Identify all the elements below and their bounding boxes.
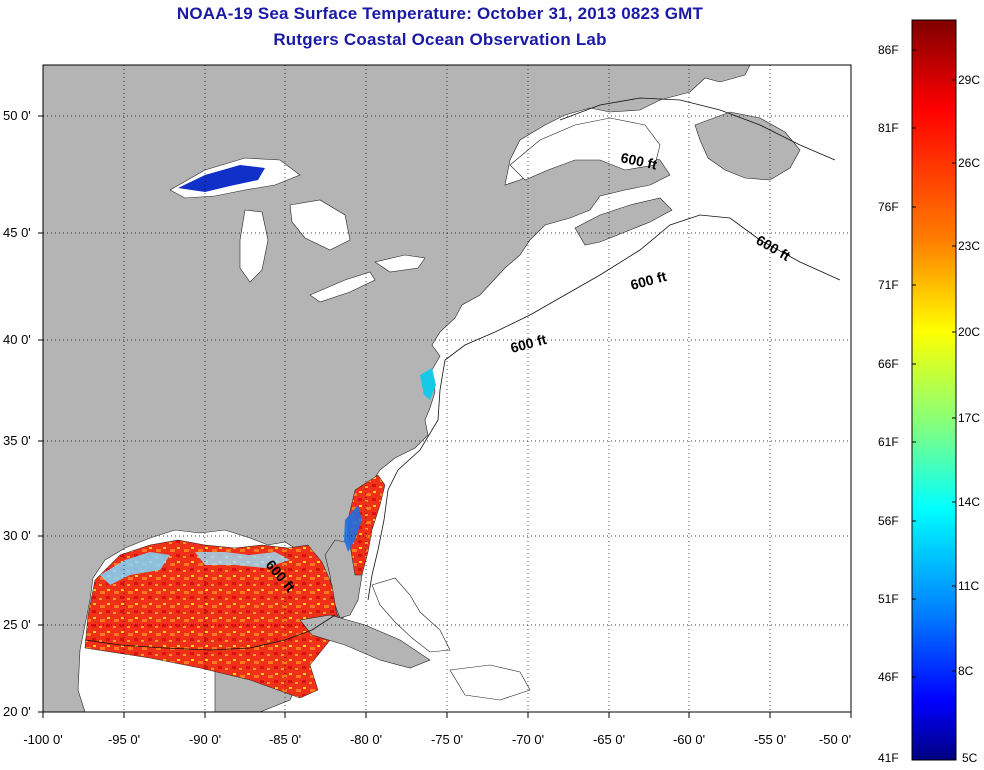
celsius-label: 14C [958,495,980,509]
lake-michigan [239,209,269,283]
sst-gulf-of-mexico [84,539,341,699]
celsius-label: 23C [958,239,980,253]
lon-label: -100 0' [23,732,62,747]
fahrenheit-label: 66F [878,357,899,371]
lon-label: -70 0' [512,732,544,747]
lon-tick-marks [42,712,852,718]
lon-label: -50 0' [819,732,851,747]
fahrenheit-label: 56F [878,514,899,528]
fahrenheit-label: 61F [878,435,899,449]
map-subtitle: Rutgers Coastal Ocean Observation Lab [273,30,607,49]
lon-label: -85 0' [269,732,301,747]
celsius-label: 20C [958,325,980,339]
fahrenheit-label: 86F [878,43,899,57]
lat-label: 35 0' [3,433,31,448]
sst-chesapeake [420,368,436,400]
depth-label-1: 600 ft [619,149,658,172]
lake-superior-sst [178,165,265,192]
land-newfoundland [694,111,801,181]
lon-label: -90 0' [189,732,221,747]
celsius-label: 17C [958,411,980,425]
fahrenheit-label: 51F [878,592,899,606]
lon-label: -55 0' [754,732,786,747]
land-north-america [43,65,751,712]
bahamas-bank [371,577,451,653]
lon-label: -75 0' [431,732,463,747]
lon-label: -80 0' [350,732,382,747]
celsius-ticks [952,79,956,672]
island-cuba [299,614,431,669]
celsius-label: 8C [958,664,974,678]
fahrenheit-label: 46F [878,670,899,684]
color-scale-bar [911,19,957,761]
lake-huron [289,199,351,251]
fahrenheit-label: 71F [878,278,899,292]
fahrenheit-label: 81F [878,121,899,135]
sst-gulf-nearshore-2 [195,552,290,568]
isobath-600ft-nw [559,97,836,161]
lat-label: 45 0' [3,225,31,240]
celsius-label: 26C [958,156,980,170]
lat-label: 40 0' [3,332,31,347]
isobath-600ft-gulf [84,614,336,651]
lon-label: -65 0' [593,732,625,747]
celsius-label: 11C [958,579,979,593]
lake-erie [309,271,376,303]
caribbean-shelf [449,664,531,701]
lake-ontario [374,254,426,273]
sst-gulf-nearshore [100,552,170,585]
sst-atlantic-cool [344,505,362,552]
fahrenheit-ticks [912,49,916,678]
isobath-600ft [367,214,841,601]
map-title: NOAA-19 Sea Surface Temperature: October… [176,4,704,23]
lon-label: -60 0' [673,732,705,747]
lat-label: 50 0' [3,108,31,123]
celsius-label: 5C [962,751,978,765]
fahrenheit-label: 76F [878,200,899,214]
fahrenheit-label: 41F [878,751,899,765]
celsius-label: 29C [958,73,980,87]
lat-label: 25 0' [3,617,31,632]
lon-label: -95 0' [108,732,140,747]
lat-tick-marks [38,115,43,713]
lat-label: 30 0' [3,528,31,543]
lat-label: 20 0' [3,704,31,719]
gulf-st-lawrence [509,117,661,181]
